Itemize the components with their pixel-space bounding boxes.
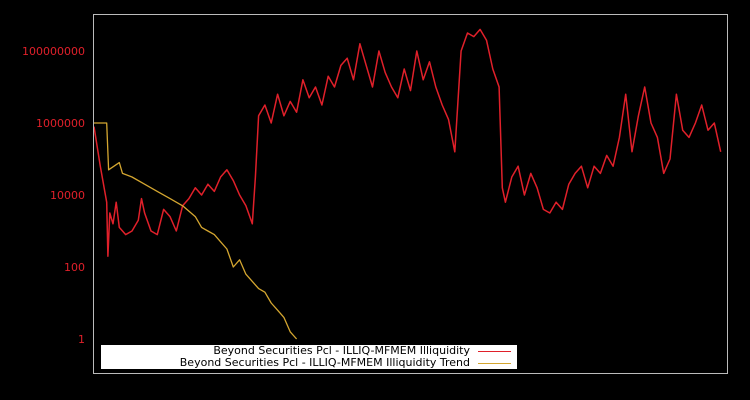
legend-label: Beyond Securities Pcl - ILLIQ-MFMEM Illi… — [179, 356, 470, 369]
y-tick-label: 1 — [78, 333, 85, 346]
plot-area-frame — [93, 14, 728, 374]
legend-swatch-gold-line — [478, 362, 511, 364]
y-tick-label: 100000000 — [22, 45, 85, 58]
y-axis-ticks: 100000000 1000000 10000 100 1 — [22, 45, 85, 346]
legend-item-illiquidity: Beyond Securities Pcl - ILLIQ-MFMEM Illi… — [213, 345, 511, 357]
series-line-illiquidity-trend — [94, 122, 298, 340]
legend-swatch-red-line — [478, 350, 511, 352]
legend: Beyond Securities Pcl - ILLIQ-MFMEM Illi… — [101, 345, 517, 369]
y-tick-label: 10000 — [50, 189, 85, 202]
legend-item-illiquidity-trend: Beyond Securities Pcl - ILLIQ-MFMEM Illi… — [180, 357, 511, 369]
y-tick-label: 1000000 — [36, 117, 85, 130]
series-line-illiquidity — [94, 28, 722, 257]
legend-label: Beyond Securities Pcl - ILLIQ-MFMEM Illi… — [213, 344, 470, 357]
series-layer — [94, 28, 722, 340]
y-tick-label: 100 — [64, 261, 85, 274]
